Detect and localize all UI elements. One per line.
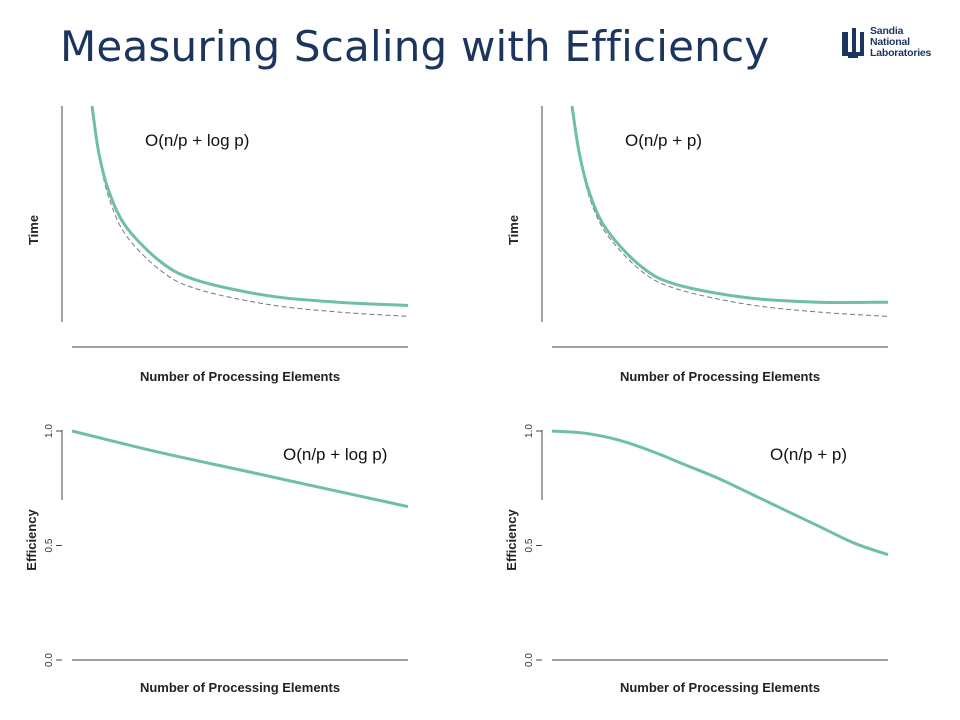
ideal-time-dashed-line [91,105,409,317]
x-axis-title: Number of Processing Elements [620,369,820,384]
efficiency-curve-line [71,429,409,509]
y-tick-label: 1.0 [44,424,55,438]
slide-title: Measuring Scaling with Efficiency [60,22,770,71]
logo-line-1: Sandia [870,25,904,37]
chart-efficiency-logp: 0.0 0.5 1.0 Efficiency Number of Processin… [0,405,480,705]
complexity-annotation: O(n/p + log p) [283,445,387,464]
x-axis-title: Number of Processing Elements [140,369,340,384]
thunderbird-logo-icon [842,28,864,58]
complexity-annotation: O(n/p + p) [770,445,847,464]
chart-svg: Time Number of Processing Elements O(n/p… [26,105,409,384]
series-group [90,105,409,317]
y-tick-label: 0.5 [44,538,55,552]
y-axis-title: Time [506,215,521,245]
complexity-annotation: O(n/p + p) [625,131,702,150]
tick-group: 0.0 0.5 1.0 [524,424,542,667]
series-group [570,105,889,317]
y-axis-title: Time [26,215,41,245]
chart-time-p: Time Number of Processing Elements O(n/p… [480,92,960,392]
chart-efficiency-p: 0.0 0.5 1.0 Efficiency Number of Processin… [480,405,960,705]
time-curve-line [570,105,889,305]
sandia-logo: Sandia National Laboratories [840,22,940,68]
chart-svg: Time Number of Processing Elements O(n/p… [506,105,889,384]
logo-line-2: National [870,36,910,48]
y-axis-title: Efficiency [24,509,39,571]
chart-svg: 0.0 0.5 1.0 Efficiency Number of Processin… [24,424,409,695]
ideal-time-dashed-line [571,105,889,317]
y-tick-label: 0.0 [524,653,535,667]
y-axis-title: Efficiency [504,509,519,571]
logo-line-3: Laboratories [870,47,932,59]
y-tick-label: 1.0 [524,424,535,438]
x-axis-title: Number of Processing Elements [140,680,340,695]
tick-group: 0.0 0.5 1.0 [44,424,62,667]
series-group [551,429,889,557]
series-group [71,429,409,509]
y-tick-label: 0.0 [44,653,55,667]
x-axis-title: Number of Processing Elements [620,680,820,695]
efficiency-curve-line [551,429,889,557]
chart-svg: 0.0 0.5 1.0 Efficiency Number of Processin… [504,424,889,695]
time-curve-line [90,105,409,307]
complexity-annotation: O(n/p + log p) [145,131,249,150]
chart-time-logp: Time Number of Processing Elements O(n/p… [0,92,480,392]
y-tick-label: 0.5 [524,538,535,552]
